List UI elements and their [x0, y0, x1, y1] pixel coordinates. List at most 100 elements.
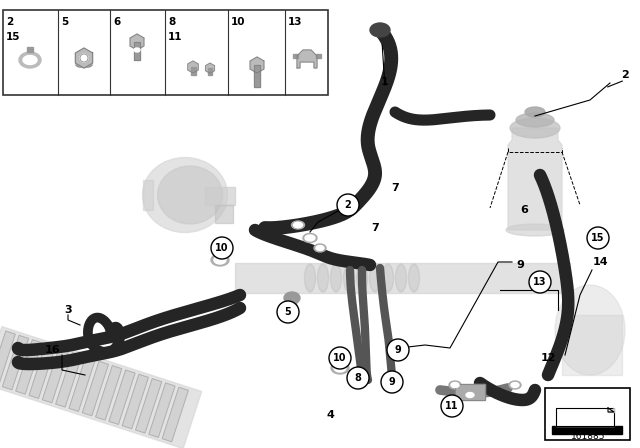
Text: 7: 7 — [566, 423, 574, 433]
Text: 15: 15 — [591, 233, 605, 243]
Ellipse shape — [464, 391, 476, 399]
Ellipse shape — [314, 244, 326, 252]
Text: 10: 10 — [333, 353, 347, 363]
Ellipse shape — [511, 383, 519, 388]
Ellipse shape — [369, 264, 381, 292]
Bar — [56, 353, 82, 407]
Bar — [205, 187, 235, 205]
Ellipse shape — [211, 254, 229, 266]
Text: 13: 13 — [288, 17, 303, 27]
Text: 9: 9 — [516, 260, 524, 270]
Bar — [545, 388, 630, 440]
Bar — [143, 180, 153, 210]
Bar — [42, 349, 68, 403]
Polygon shape — [556, 408, 614, 426]
Bar — [0, 331, 15, 385]
Ellipse shape — [317, 264, 328, 292]
Text: 3: 3 — [64, 305, 72, 315]
Ellipse shape — [157, 166, 223, 224]
Bar — [235, 263, 570, 293]
Bar — [69, 357, 95, 411]
Ellipse shape — [143, 158, 227, 233]
Ellipse shape — [396, 264, 406, 292]
Ellipse shape — [214, 256, 226, 264]
Text: 9: 9 — [395, 345, 401, 355]
Ellipse shape — [294, 222, 303, 228]
Polygon shape — [188, 61, 198, 73]
Ellipse shape — [303, 233, 317, 242]
Bar — [122, 374, 148, 429]
Bar — [122, 374, 148, 429]
Ellipse shape — [384, 267, 392, 289]
Ellipse shape — [451, 383, 459, 388]
Ellipse shape — [331, 362, 349, 374]
Ellipse shape — [80, 54, 88, 62]
Text: 15: 15 — [6, 32, 20, 42]
Ellipse shape — [356, 264, 367, 292]
Bar — [191, 67, 195, 75]
Text: 13: 13 — [533, 277, 547, 287]
Polygon shape — [508, 128, 562, 230]
Bar — [316, 54, 321, 58]
Ellipse shape — [134, 48, 140, 52]
Text: 6: 6 — [113, 17, 120, 27]
Bar — [0, 327, 202, 448]
Ellipse shape — [408, 264, 419, 292]
Ellipse shape — [284, 292, 300, 304]
Ellipse shape — [291, 221, 305, 229]
Bar — [83, 361, 108, 416]
Text: 161885: 161885 — [571, 431, 605, 440]
Ellipse shape — [449, 381, 461, 389]
Polygon shape — [205, 63, 214, 73]
Bar — [134, 42, 140, 60]
Circle shape — [587, 227, 609, 249]
Text: 8: 8 — [355, 373, 362, 383]
Text: 7: 7 — [601, 427, 609, 437]
Bar — [95, 366, 122, 420]
Text: 11: 11 — [168, 32, 182, 42]
Ellipse shape — [466, 392, 474, 397]
Bar — [162, 387, 188, 442]
Bar — [83, 361, 108, 416]
Ellipse shape — [319, 267, 327, 289]
Ellipse shape — [305, 235, 315, 241]
Bar — [136, 379, 162, 433]
Text: 9: 9 — [388, 377, 396, 387]
Ellipse shape — [510, 118, 560, 138]
Text: 5: 5 — [61, 17, 68, 27]
Bar — [109, 370, 135, 424]
Text: 6: 6 — [520, 205, 528, 215]
Text: 14: 14 — [592, 257, 608, 267]
Bar — [16, 340, 42, 394]
Circle shape — [337, 194, 359, 216]
Ellipse shape — [410, 267, 418, 289]
Circle shape — [529, 271, 551, 293]
Text: 1: 1 — [381, 77, 389, 87]
Ellipse shape — [358, 267, 366, 289]
Ellipse shape — [316, 246, 324, 250]
Bar — [552, 426, 622, 434]
Ellipse shape — [370, 23, 390, 37]
Bar — [455, 384, 485, 400]
Bar — [455, 384, 485, 400]
Bar — [215, 205, 233, 223]
Text: 10: 10 — [231, 17, 246, 27]
Circle shape — [347, 367, 369, 389]
Polygon shape — [608, 408, 614, 412]
Bar — [109, 370, 135, 424]
Bar — [562, 315, 622, 375]
Bar — [16, 340, 42, 394]
Bar — [293, 54, 298, 58]
Ellipse shape — [332, 267, 340, 289]
Bar — [208, 68, 212, 75]
Text: 7: 7 — [391, 183, 399, 193]
Polygon shape — [297, 50, 317, 68]
Text: 2: 2 — [6, 17, 13, 27]
Bar — [27, 47, 33, 52]
Ellipse shape — [305, 264, 316, 292]
Bar — [69, 357, 95, 411]
Circle shape — [277, 301, 299, 323]
Ellipse shape — [19, 52, 41, 68]
Bar — [336, 356, 344, 363]
Bar — [288, 298, 296, 318]
